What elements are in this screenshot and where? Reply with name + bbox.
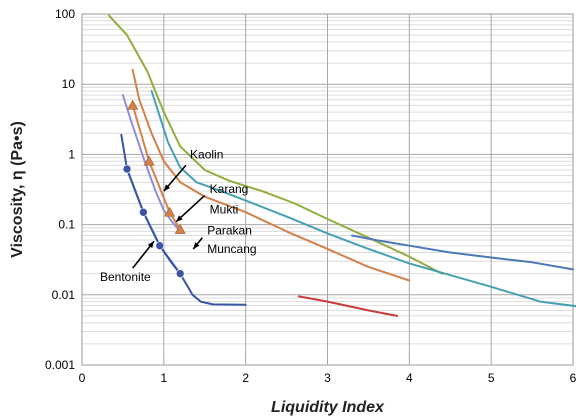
series-line-3 [131,68,411,282]
y-axis-label: Viscosity, η (Pa•s) [9,121,26,258]
y-tick-label: 0.001 [45,358,75,372]
circle-marker [122,164,132,174]
annotation-label: Muncang [207,242,256,256]
x-tick-label: 3 [324,371,331,385]
triangle-marker [143,155,155,166]
circle-marker [155,241,165,251]
series-line-2 [150,90,576,308]
annotation-arrows [132,164,206,269]
triangle-marker [127,99,139,110]
x-tick-label: 5 [488,371,495,385]
circle-marker [175,269,185,278]
x-tick-labels: 0 1 2 3 4 5 6 [79,371,576,385]
plot-frame [81,13,574,366]
y-tick-label: 0.01 [52,288,76,302]
series-line-6 [121,94,182,233]
annotation-label: Karang [210,182,249,196]
series-line-5 [297,295,399,317]
series-line-9 [120,133,247,306]
y-tick-labels: 0.001 0.01 0.1 1 10 100 [45,7,75,372]
annotations-group: Kaolin Karang Mukti Parakan Muncang Bentonite [100,147,257,283]
x-axis-label: Liquidity Index [271,399,385,416]
arrow-head [163,184,171,192]
y-tick-label: 10 [62,77,76,91]
arrow-head [193,242,200,249]
annotation-label: Kaolin [190,147,223,161]
annotation-label: Mukti [210,202,239,216]
x-tick-label: 1 [160,371,167,385]
triangle-marker [174,223,186,234]
y-tick-label: 1 [68,147,75,161]
x-tick-label: 6 [570,371,576,385]
series-line-7 [131,104,182,231]
arrow-head [176,215,183,222]
series-line-4 [351,234,574,271]
triangle-marker [164,206,176,217]
arrow-line [175,194,206,223]
y-tick-label: 0.1 [58,218,75,232]
annotation-label: Bentonite [100,270,151,284]
circle-marker [139,207,148,217]
series-group [108,14,576,317]
x-tick-label: 4 [406,371,413,385]
arrow-head [147,241,155,248]
annotation-label: Parakan [207,224,252,238]
markers-group [122,99,186,278]
y-tick-label: 100 [55,7,75,21]
x-tick-label: 2 [242,371,249,385]
x-tick-label: 0 [79,371,86,385]
